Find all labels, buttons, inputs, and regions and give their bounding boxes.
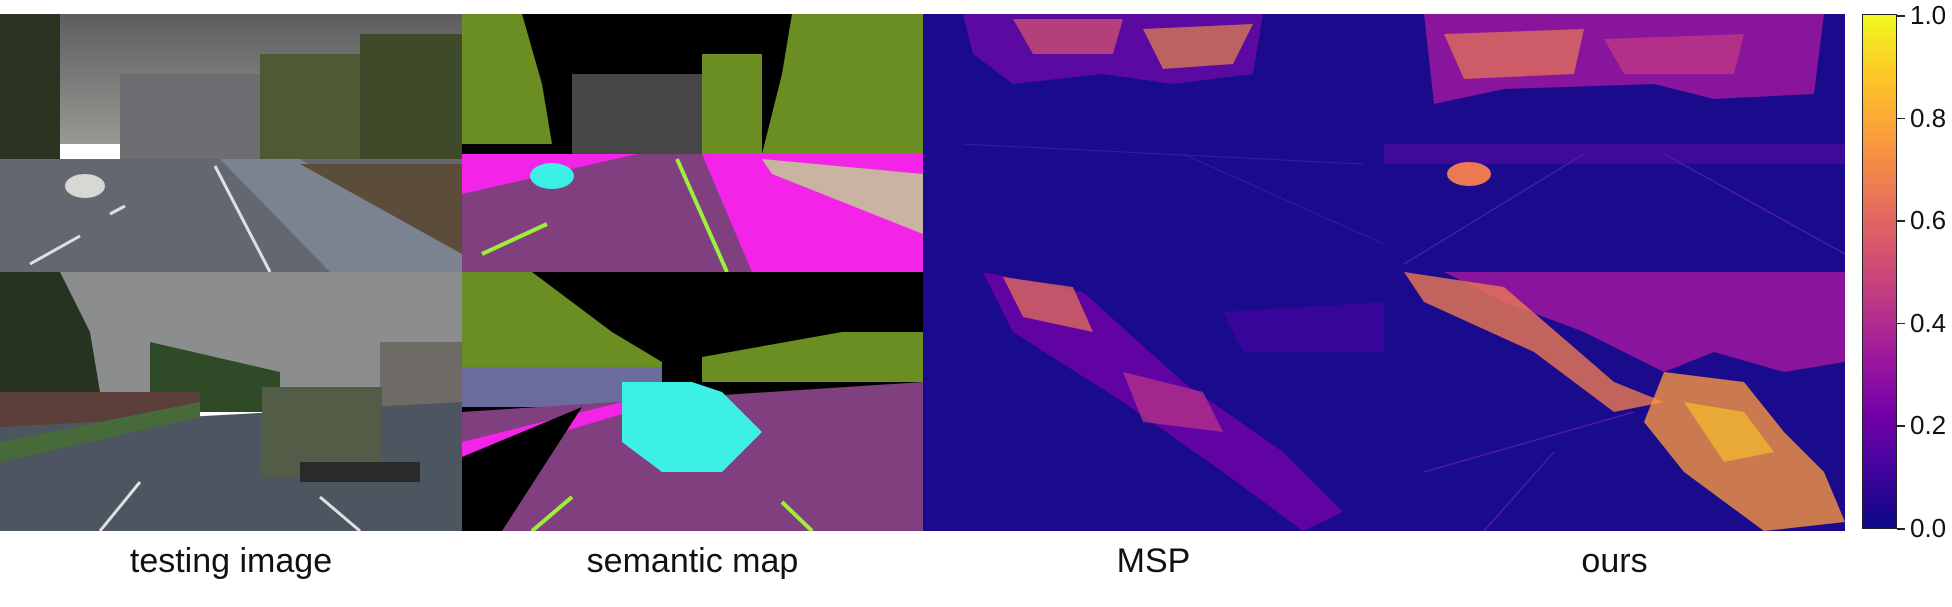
testing-image-row2 — [0, 272, 462, 531]
semantic-map-row2 — [462, 272, 923, 531]
label-ours: ours — [1581, 542, 1648, 580]
colorbar-tick-label: 0.8 — [1910, 102, 1947, 133]
colorbar-tick-mark — [1897, 322, 1905, 325]
semantic-map-row1 — [462, 14, 923, 272]
label-testing-image: testing image — [129, 542, 333, 580]
ours-heatmap-row2 — [1384, 272, 1845, 531]
testing-image-row1 — [0, 14, 462, 272]
colorbar-tick-mark — [1897, 220, 1905, 222]
colorbar-tick-mark — [1897, 15, 1905, 17]
colorbar-tick-label: 1.0 — [1910, 0, 1947, 30]
colorbar — [1862, 14, 1897, 529]
msp-heatmap-row1 — [923, 14, 1384, 272]
colorbar-tick-mark — [1897, 528, 1905, 530]
label-msp: MSP — [1116, 542, 1191, 580]
label-semantic-map: semantic map — [586, 542, 799, 580]
ours-heatmap-row1 — [1384, 14, 1845, 272]
colorbar-tick-mark — [1897, 425, 1905, 427]
colorbar-tick-mark — [1897, 117, 1905, 120]
colorbar-tick-label: 0.2 — [1910, 410, 1947, 441]
colorbar-tick-label: 0.4 — [1910, 307, 1947, 338]
colorbar-tick-label: 0.0 — [1910, 513, 1947, 543]
colorbar-tick-label: 0.6 — [1910, 205, 1947, 236]
msp-heatmap-row2 — [923, 272, 1384, 531]
